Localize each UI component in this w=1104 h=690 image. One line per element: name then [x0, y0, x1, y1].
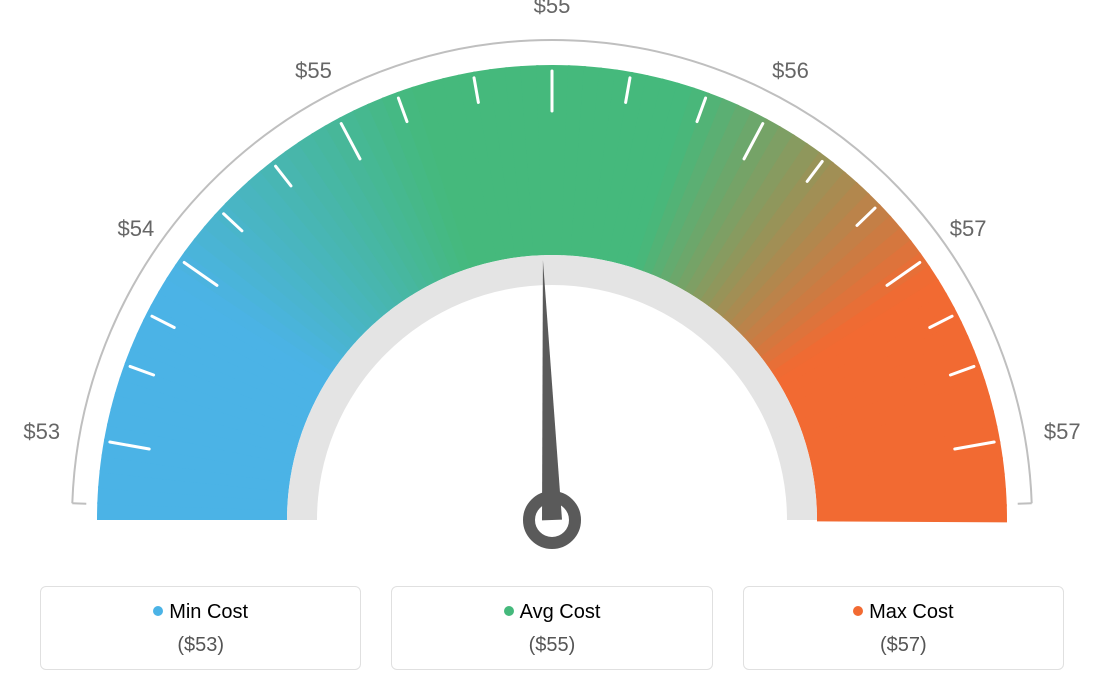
gauge-tick-label: $57 [1044, 419, 1081, 445]
legend-value-max: ($57) [754, 634, 1053, 657]
legend-dot-avg [504, 606, 514, 616]
legend-label-min: Min Cost [169, 601, 248, 623]
cost-gauge-chart: $53 $54 $55 $55 $56 $57 $57 [0, 0, 1104, 560]
legend-card-avg: Avg Cost ($55) [391, 586, 712, 670]
gauge-tick-label: $57 [950, 216, 987, 242]
gauge-tick-label: $55 [534, 0, 571, 19]
legend-title-min: Min Cost [51, 601, 350, 624]
legend-row: Min Cost ($53) Avg Cost ($55) Max Cost (… [40, 586, 1064, 670]
gauge-tick-label: $53 [23, 419, 60, 445]
gauge-tick-label: $56 [772, 58, 809, 84]
legend-card-max: Max Cost ($57) [743, 586, 1064, 670]
gauge-tick-label: $54 [118, 216, 155, 242]
legend-title-max: Max Cost [754, 601, 1053, 624]
legend-title-avg: Avg Cost [402, 601, 701, 624]
legend-label-max: Max Cost [869, 601, 953, 623]
legend-label-avg: Avg Cost [520, 601, 601, 623]
legend-dot-min [153, 606, 163, 616]
legend-value-avg: ($55) [402, 634, 701, 657]
legend-card-min: Min Cost ($53) [40, 586, 361, 670]
legend-value-min: ($53) [51, 634, 350, 657]
legend-dot-max [853, 606, 863, 616]
gauge-tick-label: $55 [295, 58, 332, 84]
gauge-svg [0, 0, 1104, 560]
